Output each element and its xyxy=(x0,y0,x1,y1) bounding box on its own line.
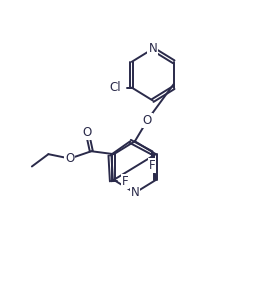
Text: O: O xyxy=(143,114,152,127)
Text: F: F xyxy=(122,175,128,188)
Text: O: O xyxy=(65,152,75,165)
Text: N: N xyxy=(148,42,157,55)
Text: O: O xyxy=(83,126,92,139)
Text: F: F xyxy=(148,159,155,172)
Text: Cl: Cl xyxy=(110,81,121,94)
Text: N: N xyxy=(130,186,139,200)
